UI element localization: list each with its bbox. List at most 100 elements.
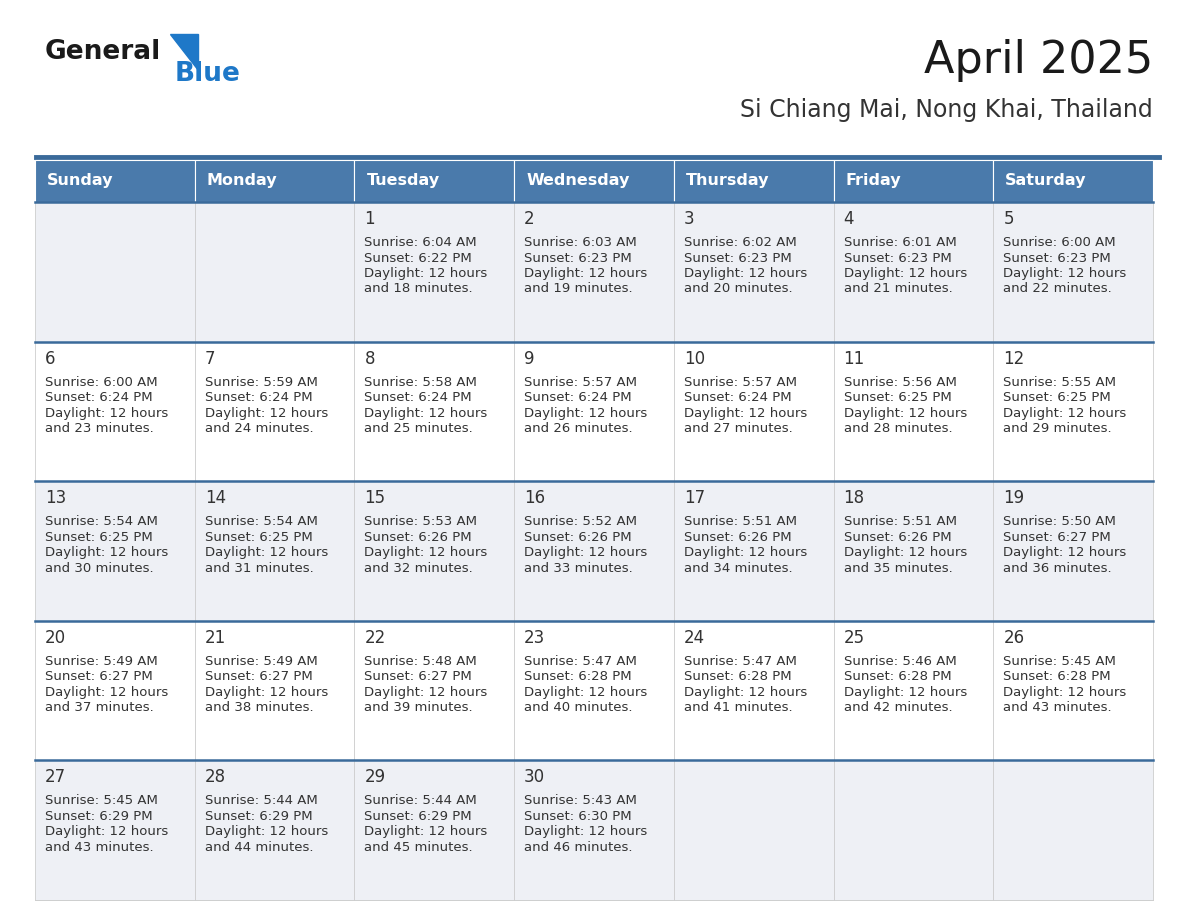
Text: and 44 minutes.: and 44 minutes.: [204, 841, 314, 854]
Text: 30: 30: [524, 768, 545, 787]
Text: 25: 25: [843, 629, 865, 647]
Text: Daylight: 12 hours: Daylight: 12 hours: [524, 407, 647, 420]
Text: Sunset: 6:27 PM: Sunset: 6:27 PM: [204, 670, 312, 683]
Bar: [514, 760, 674, 900]
Text: Sunrise: 5:46 AM: Sunrise: 5:46 AM: [843, 655, 956, 667]
Text: Daylight: 12 hours: Daylight: 12 hours: [365, 407, 488, 420]
Text: and 37 minutes.: and 37 minutes.: [45, 701, 153, 714]
Text: Monday: Monday: [207, 174, 277, 188]
Text: 18: 18: [843, 489, 865, 508]
Text: 19: 19: [1004, 489, 1024, 508]
Bar: [674, 481, 834, 621]
Text: Daylight: 12 hours: Daylight: 12 hours: [204, 825, 328, 838]
Bar: [34, 481, 195, 621]
Text: Sunday: Sunday: [48, 174, 114, 188]
Bar: [514, 481, 674, 621]
Bar: [674, 760, 834, 900]
Text: Daylight: 12 hours: Daylight: 12 hours: [524, 546, 647, 559]
Bar: [674, 160, 834, 202]
Text: and 24 minutes.: and 24 minutes.: [204, 422, 314, 435]
Text: 14: 14: [204, 489, 226, 508]
Text: Daylight: 12 hours: Daylight: 12 hours: [524, 267, 647, 280]
Text: 15: 15: [365, 489, 386, 508]
Text: Daylight: 12 hours: Daylight: 12 hours: [843, 407, 967, 420]
Text: 7: 7: [204, 350, 215, 367]
Bar: [834, 160, 993, 202]
Text: Sunset: 6:25 PM: Sunset: 6:25 PM: [45, 531, 153, 543]
Text: and 34 minutes.: and 34 minutes.: [684, 562, 792, 575]
Text: 11: 11: [843, 350, 865, 367]
Text: Sunrise: 5:49 AM: Sunrise: 5:49 AM: [45, 655, 158, 667]
Text: 21: 21: [204, 629, 226, 647]
Bar: [514, 202, 674, 341]
Text: Sunset: 6:26 PM: Sunset: 6:26 PM: [684, 531, 791, 543]
Text: Sunset: 6:30 PM: Sunset: 6:30 PM: [524, 810, 632, 823]
Text: Daylight: 12 hours: Daylight: 12 hours: [45, 407, 169, 420]
Text: Daylight: 12 hours: Daylight: 12 hours: [45, 546, 169, 559]
Bar: [834, 760, 993, 900]
Text: and 18 minutes.: and 18 minutes.: [365, 283, 473, 296]
Text: Daylight: 12 hours: Daylight: 12 hours: [684, 267, 807, 280]
Text: 22: 22: [365, 629, 386, 647]
Text: 10: 10: [684, 350, 704, 367]
Text: 17: 17: [684, 489, 704, 508]
Text: Daylight: 12 hours: Daylight: 12 hours: [365, 825, 488, 838]
Bar: [993, 621, 1154, 760]
Text: Sunset: 6:28 PM: Sunset: 6:28 PM: [843, 670, 952, 683]
Text: Daylight: 12 hours: Daylight: 12 hours: [1004, 267, 1126, 280]
Text: 12: 12: [1004, 350, 1024, 367]
Bar: [195, 621, 354, 760]
Text: Sunrise: 5:43 AM: Sunrise: 5:43 AM: [524, 794, 637, 808]
Text: Daylight: 12 hours: Daylight: 12 hours: [365, 267, 488, 280]
Text: and 43 minutes.: and 43 minutes.: [45, 841, 153, 854]
Text: Daylight: 12 hours: Daylight: 12 hours: [1004, 546, 1126, 559]
Text: Daylight: 12 hours: Daylight: 12 hours: [684, 686, 807, 699]
Text: Daylight: 12 hours: Daylight: 12 hours: [843, 686, 967, 699]
Text: Sunrise: 5:58 AM: Sunrise: 5:58 AM: [365, 375, 478, 388]
Text: 28: 28: [204, 768, 226, 787]
Text: and 19 minutes.: and 19 minutes.: [524, 283, 633, 296]
Bar: [354, 621, 514, 760]
Text: Sunset: 6:24 PM: Sunset: 6:24 PM: [365, 391, 472, 404]
Text: Daylight: 12 hours: Daylight: 12 hours: [204, 686, 328, 699]
Text: 8: 8: [365, 350, 375, 367]
Text: General: General: [45, 39, 162, 65]
Text: Sunrise: 5:53 AM: Sunrise: 5:53 AM: [365, 515, 478, 528]
Text: and 28 minutes.: and 28 minutes.: [843, 422, 953, 435]
Text: Sunrise: 5:49 AM: Sunrise: 5:49 AM: [204, 655, 317, 667]
Text: Sunrise: 5:54 AM: Sunrise: 5:54 AM: [45, 515, 158, 528]
Text: Daylight: 12 hours: Daylight: 12 hours: [365, 546, 488, 559]
Text: 5: 5: [1004, 210, 1013, 228]
Text: Si Chiang Mai, Nong Khai, Thailand: Si Chiang Mai, Nong Khai, Thailand: [740, 98, 1154, 122]
Text: Daylight: 12 hours: Daylight: 12 hours: [524, 686, 647, 699]
Text: and 26 minutes.: and 26 minutes.: [524, 422, 633, 435]
Bar: [834, 481, 993, 621]
Bar: [514, 341, 674, 481]
Text: Sunrise: 5:54 AM: Sunrise: 5:54 AM: [204, 515, 317, 528]
Text: Sunset: 6:27 PM: Sunset: 6:27 PM: [45, 670, 153, 683]
Text: and 39 minutes.: and 39 minutes.: [365, 701, 473, 714]
Text: and 25 minutes.: and 25 minutes.: [365, 422, 473, 435]
Text: 6: 6: [45, 350, 56, 367]
Text: Sunrise: 5:57 AM: Sunrise: 5:57 AM: [684, 375, 797, 388]
Text: Sunrise: 5:44 AM: Sunrise: 5:44 AM: [365, 794, 478, 808]
Text: Sunrise: 5:55 AM: Sunrise: 5:55 AM: [1004, 375, 1117, 388]
Text: April 2025: April 2025: [924, 39, 1154, 82]
Text: Sunset: 6:29 PM: Sunset: 6:29 PM: [45, 810, 152, 823]
Bar: [195, 202, 354, 341]
Text: Daylight: 12 hours: Daylight: 12 hours: [843, 267, 967, 280]
Text: and 38 minutes.: and 38 minutes.: [204, 701, 314, 714]
Text: Sunset: 6:23 PM: Sunset: 6:23 PM: [684, 252, 791, 264]
Bar: [354, 202, 514, 341]
Text: Sunrise: 6:04 AM: Sunrise: 6:04 AM: [365, 236, 478, 249]
Text: Daylight: 12 hours: Daylight: 12 hours: [365, 686, 488, 699]
Bar: [195, 760, 354, 900]
Text: Sunrise: 6:01 AM: Sunrise: 6:01 AM: [843, 236, 956, 249]
Text: Sunset: 6:27 PM: Sunset: 6:27 PM: [1004, 531, 1111, 543]
Bar: [993, 760, 1154, 900]
Text: Tuesday: Tuesday: [366, 174, 440, 188]
Bar: [195, 160, 354, 202]
Text: Daylight: 12 hours: Daylight: 12 hours: [1004, 686, 1126, 699]
Text: Sunset: 6:28 PM: Sunset: 6:28 PM: [524, 670, 632, 683]
Text: Sunset: 6:26 PM: Sunset: 6:26 PM: [843, 531, 952, 543]
